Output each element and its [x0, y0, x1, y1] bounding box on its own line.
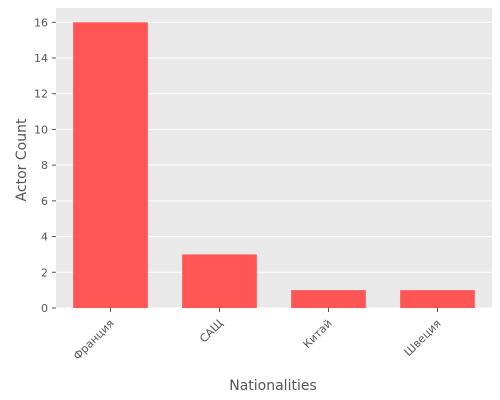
y-tick-label: 12 [34, 88, 48, 101]
y-tick-label: 10 [34, 123, 48, 136]
y-tick-label: 6 [41, 195, 48, 208]
x-tick-label: Китай [300, 317, 334, 351]
y-axis-title: Actor Count [14, 118, 30, 201]
y-tick-label: 14 [34, 52, 48, 65]
y-tick-label: 2 [41, 266, 48, 279]
bar [182, 254, 257, 308]
x-axis-ticks: Франция САЩ Китай Швеция [71, 308, 444, 363]
y-tick-label: 0 [41, 302, 48, 315]
y-tick-label: 16 [34, 16, 48, 29]
x-tick-label: САЩ [197, 317, 225, 345]
y-axis-ticks: 0 2 4 6 8 10 12 14 16 [34, 16, 56, 315]
x-tick-label: Швеция [402, 317, 444, 359]
bars [73, 22, 475, 309]
bar [400, 290, 475, 308]
x-axis-title: Nationalities [229, 378, 317, 394]
y-tick-label: 4 [41, 231, 48, 244]
bar [73, 22, 148, 309]
x-tick-label: Франция [71, 317, 117, 363]
bar [291, 290, 366, 308]
y-tick-label: 8 [41, 159, 48, 172]
